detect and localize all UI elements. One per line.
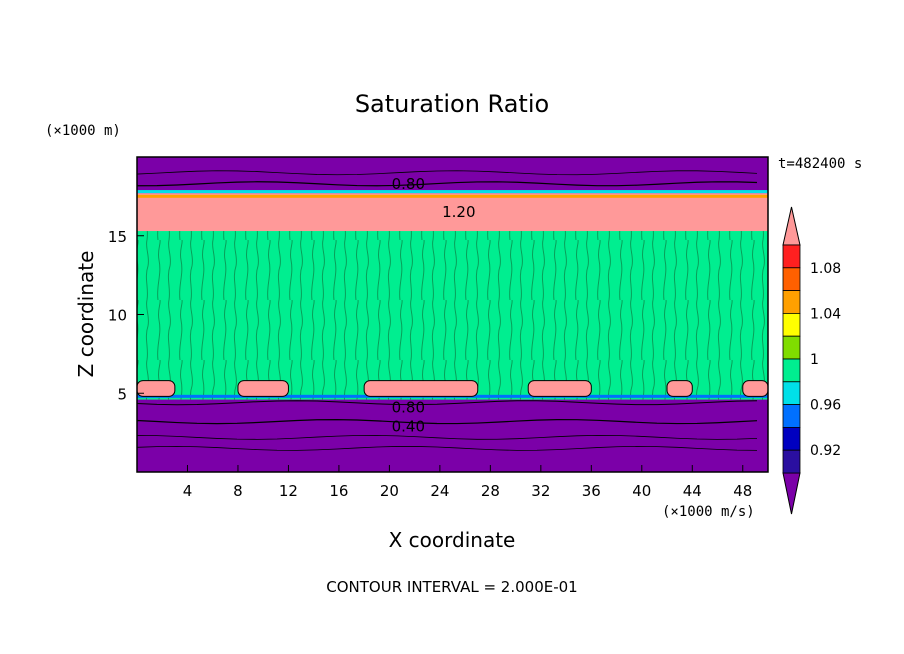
x-tick-label-6: 28 [481,482,500,500]
field-base-blob-4 [666,380,693,397]
colorbar-swatch-5 [782,358,801,383]
colorbar-swatch-9 [782,449,801,474]
field-plume-texture [137,231,768,400]
colorbar-swatch-0 [782,244,801,269]
field-base-blob-5 [742,380,768,397]
x-axis-ticks: 4 8 12 16 20 24 28 32 36 40 44 48 [183,465,752,500]
colorbar-swatch-3 [782,312,801,337]
y-tick-label-1: 10 [108,307,127,325]
field-base-blob-1 [237,380,289,397]
saturation-field: 0.801.200.800.40 [137,157,768,472]
footer-text: CONTOUR INTERVAL = 2.000E-01 [326,578,577,596]
colorbar-label-4: 0.92 [810,443,841,459]
field-base-blob-2 [363,380,479,397]
colorbar-label-2: 1 [810,352,819,368]
field-band-0 [137,399,768,472]
y-tick-label-0: 5 [117,385,127,403]
field-band-2 [137,193,768,232]
x-tick-label-1: 8 [233,482,243,500]
colorbar-bottom-arrow [782,472,801,515]
contour-label-3: 0.40 [392,417,425,435]
colorbar: 1.08 1.04 1 0.96 0.92 [782,206,841,515]
contour-line-2 [137,419,758,425]
contour-line-3 [137,400,758,406]
colorbar-top-arrow [782,206,801,246]
x-tick-label-2: 12 [279,482,298,500]
chart-title: Saturation Ratio [355,90,549,118]
x-tick-label-9: 40 [632,482,651,500]
field-boundary-high [137,190,768,194]
x-tick-label-4: 20 [380,482,399,500]
contour-label-1: 1.20 [442,203,475,221]
field-base-blob-3 [527,380,592,397]
y-tick-label-2: 15 [108,228,127,246]
colorbar-swatch-1 [782,267,801,291]
contour-line-1 [137,434,758,440]
colorbar-swatch-7 [782,404,801,428]
y-axis-ticks: 5 10 15 [108,228,144,403]
contour-label-2: 0.80 [392,398,425,416]
colorbar-label-1: 1.04 [810,306,841,322]
colorbar-swatch-8 [782,426,801,451]
x-tick-label-3: 16 [329,482,348,500]
x-tick-label-11: 48 [733,482,752,500]
field-base-blob-0 [137,380,176,397]
x-tick-label-0: 4 [183,482,193,500]
y-unit-label: (×1000 m) [45,123,121,139]
field-band-3 [137,157,768,194]
x-axis-label: X coordinate [389,528,516,552]
contour-line-4 [137,181,758,187]
colorbar-label-3: 0.96 [810,398,841,414]
x-tick-label-7: 32 [531,482,550,500]
time-label: t=482400 s [778,156,862,172]
colorbar-label-0: 1.08 [810,261,841,277]
contour-label-0: 0.80 [392,175,425,193]
x-tick-label-8: 36 [582,482,601,500]
colorbar-swatch-4 [782,335,801,360]
y-axis-label: Z coordinate [74,251,98,378]
field-edge-orange [137,194,768,198]
contour-line-0 [137,445,758,451]
colorbar-swatch-2 [782,290,801,314]
colorbar-swatch-6 [782,381,801,405]
x-tick-label-5: 24 [430,482,449,500]
contour-line-5 [137,170,758,176]
x-unit-label: (×1000 m/s) [662,504,755,520]
x-tick-label-10: 44 [683,482,702,500]
